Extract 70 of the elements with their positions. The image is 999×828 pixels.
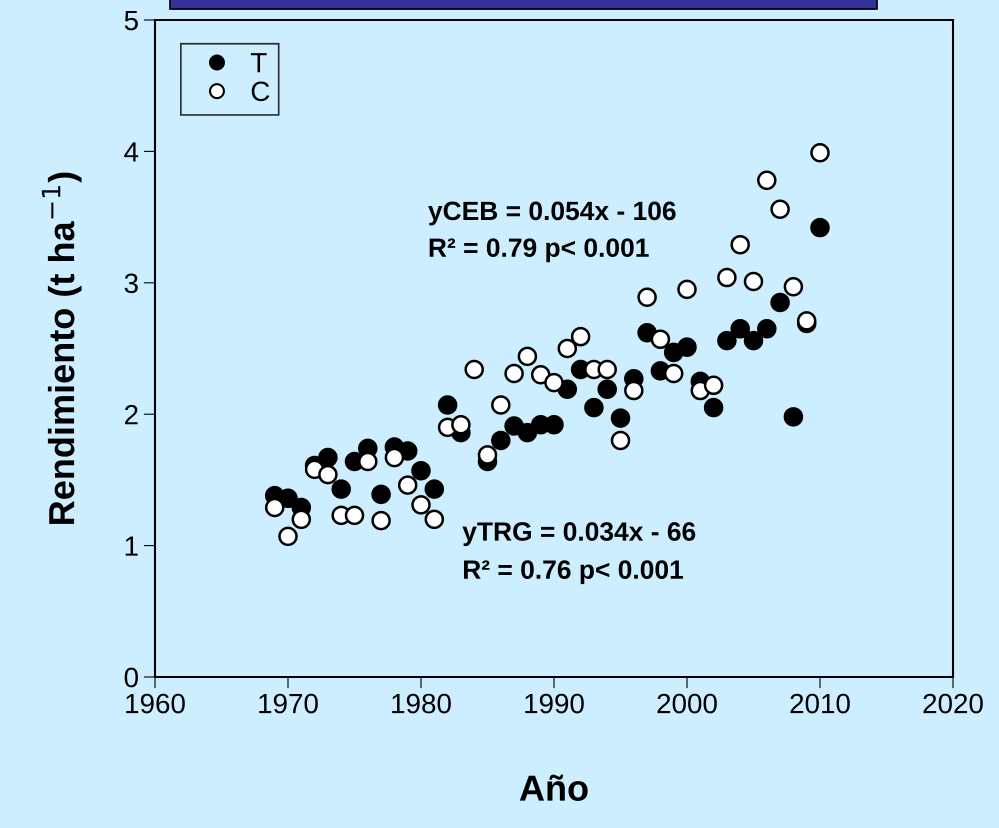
point [610,408,630,428]
point [717,268,737,288]
y-tick-label: 4 [124,142,138,162]
point [757,319,777,339]
point [637,288,657,308]
annotation: R² = 0.76 p< 0.001 [464,560,684,584]
point [504,364,524,384]
legend-label: C [252,81,270,102]
point [597,379,617,399]
point [491,395,511,415]
y-tick-label: 3 [124,273,138,294]
point [597,360,617,380]
legend-label: T [250,53,267,72]
point [717,330,737,350]
point [677,280,697,300]
x-tick-label: 1990 [525,694,584,714]
y-axis-title: Rendimiento (t ha$^{−1}$) [42,172,82,524]
point [411,460,431,480]
x-tick-label: 1960 [126,694,185,714]
point [544,372,564,392]
point [518,422,538,442]
x-axis-title: Año [520,774,588,801]
point [318,448,338,468]
point [744,330,764,350]
point [650,330,670,350]
point [704,376,724,396]
point [610,430,630,450]
point [558,338,578,358]
point [464,360,484,380]
point [530,365,550,385]
x-tick-label: 1970 [259,694,318,714]
x-tick-label: 1980 [392,694,451,714]
point [491,430,511,450]
point [518,346,538,366]
y-tick-label: 0 [124,668,138,688]
point [730,319,750,339]
point [584,398,604,418]
point [344,506,364,526]
point [424,510,444,530]
point [570,326,590,346]
point [411,495,431,515]
point [784,276,804,296]
annotation: R² = 0.79 p< 0.001 [430,238,649,262]
point [331,479,351,499]
x-tick-label: 2000 [658,694,717,714]
point [744,272,764,292]
annotation: yTRG = 0.034x - 66 [462,522,696,546]
point [810,142,830,162]
point [810,218,830,238]
y-tick-label: 5 [124,10,138,30]
y-tick-label: 2 [124,404,138,424]
point [770,199,790,219]
point [664,364,684,384]
point [424,479,444,499]
point [371,510,391,530]
x-tick-label: 2010 [790,694,850,714]
point [398,475,418,495]
point [784,407,804,427]
point [677,337,697,357]
point [757,170,777,190]
annotation: yCEB = 0.054x - 106 [428,202,676,226]
point [278,526,298,546]
point [438,395,458,415]
point [318,464,338,484]
point [730,234,750,254]
point [371,484,391,504]
point [770,292,790,312]
x-tick-label: 2020 [924,694,983,714]
point [704,398,724,418]
y-tick-label: 1 [126,536,138,556]
